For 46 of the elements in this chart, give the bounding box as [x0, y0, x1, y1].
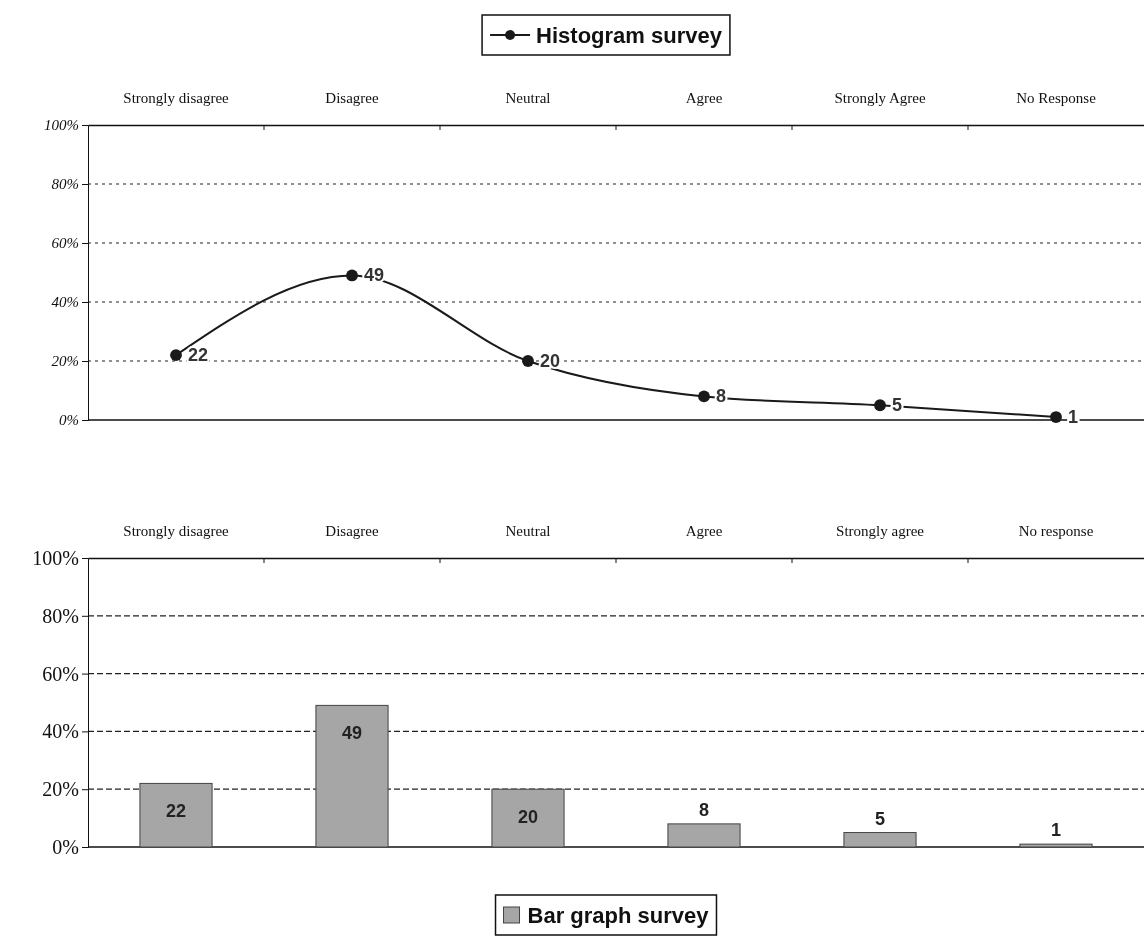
y-tick-label: 100% [44, 117, 79, 134]
point [1050, 411, 1062, 423]
data-label: 22 [188, 345, 209, 366]
bar [139, 782, 213, 848]
y-tick-label: 60% [42, 662, 79, 685]
y-tick-label: 0% [59, 412, 79, 429]
x-tick-label: Neutral [505, 523, 551, 539]
data-label: 5 [874, 808, 886, 829]
bar [491, 788, 565, 848]
bar [667, 823, 741, 848]
x-tick-label: Strongly Agree [834, 90, 926, 106]
y-tick-label: 0% [52, 835, 79, 858]
data-label: 22 [165, 801, 187, 822]
legend-label: Histogram survey [536, 22, 723, 48]
data-label: 1 [1050, 820, 1062, 841]
bar [315, 704, 389, 848]
point [522, 355, 534, 367]
y-tick-label: 80% [51, 176, 79, 193]
point [170, 349, 182, 362]
data-label: 49 [341, 723, 363, 744]
legend-label: Bar graph survey [527, 902, 710, 928]
x-tick-label: Strongly disagree [123, 90, 230, 106]
data-label: 8 [698, 799, 710, 820]
x-tick-label: No response [1018, 523, 1094, 539]
data-label: 20 [517, 807, 539, 828]
y-tick-label: 80% [42, 604, 79, 627]
y-tick-label: 20% [42, 778, 79, 801]
x-tick-label: Neutral [505, 90, 551, 106]
y-tick-label: 40% [42, 720, 79, 743]
y-tick-label: 20% [51, 353, 79, 370]
y-tick-label: 60% [51, 235, 79, 252]
x-tick-label: Strongly agree [836, 523, 925, 539]
x-tick-label: Disagree [325, 90, 379, 106]
y-tick-label: 100% [32, 546, 79, 569]
x-tick-label: Strongly disagree [123, 523, 230, 539]
y-tick-label: 40% [51, 294, 79, 311]
point [874, 399, 886, 412]
x-tick-label: Agree [685, 90, 723, 106]
point [698, 390, 710, 403]
data-label: 20 [540, 351, 561, 371]
x-tick-label: Disagree [325, 523, 379, 539]
bar [1019, 843, 1093, 848]
point [346, 269, 358, 282]
x-tick-label: Agree [685, 523, 723, 539]
x-tick-label: No Response [1016, 90, 1097, 106]
bar [843, 832, 917, 848]
